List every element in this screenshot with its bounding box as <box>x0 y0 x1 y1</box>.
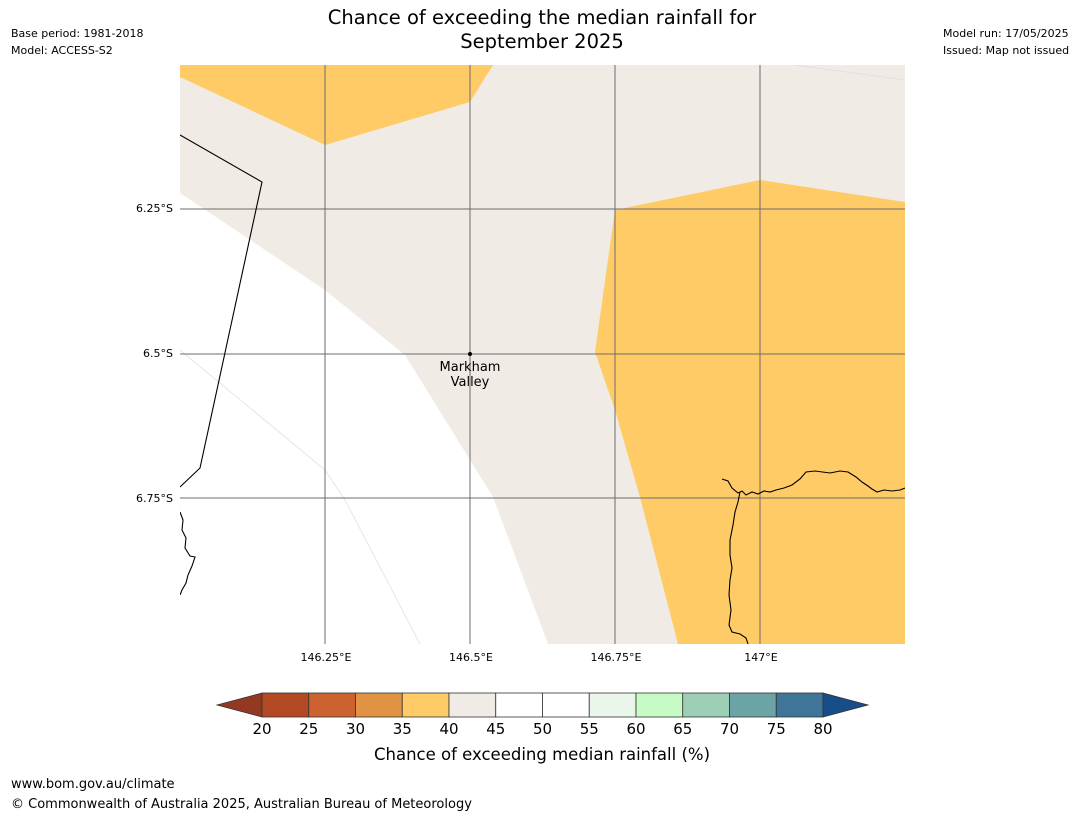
map-title-line-2: September 2025 <box>460 30 624 53</box>
colorbar-over-extension <box>822 692 870 718</box>
colorbar-tick-label: 35 <box>392 720 412 738</box>
colorbar-cell <box>308 692 356 718</box>
colorbar-cell <box>355 692 403 718</box>
boundary-line-south <box>180 511 196 596</box>
colorbar-tick-label: 20 <box>252 720 272 738</box>
colorbar-cell <box>401 692 450 718</box>
colorbar-cell <box>729 692 777 718</box>
lon-label: 146.25°E <box>300 651 352 664</box>
region-35-40-north <box>180 65 493 145</box>
footer-copyright: © Commonwealth of Australia 2025, Austra… <box>11 797 472 812</box>
region-35-40-east <box>595 180 905 644</box>
colorbar-tick-label: 75 <box>766 720 786 738</box>
lat-label: 6.25°S <box>136 202 173 215</box>
colorbar-cell <box>448 692 497 718</box>
metadata-right: Model run: 17/05/2025 Issued: Map not is… <box>943 25 1069 59</box>
lon-label: 146.75°E <box>590 651 642 664</box>
model-text: Model: ACCESS-S2 <box>11 44 113 57</box>
place-marker <box>468 352 472 356</box>
colorbar-tick-label: 65 <box>673 720 693 738</box>
footer: www.bom.gov.au/climate © Commonwealth of… <box>11 775 472 815</box>
colorbar-cells <box>261 692 824 718</box>
river-line <box>721 470 905 496</box>
map-title: Chance of exceeding the median rainfall … <box>242 6 842 54</box>
lon-label: 147°E <box>744 651 778 664</box>
lon-label: 146.5°E <box>449 651 493 664</box>
place-label: Markham Valley <box>420 360 520 390</box>
metadata-left: Base period: 1981-2018 Model: ACCESS-S2 <box>11 25 143 59</box>
colorbar-under-extension <box>215 692 263 718</box>
river-tributary <box>728 491 749 644</box>
lat-label: 6.5°S <box>143 347 173 360</box>
colorbar-cell <box>588 692 637 718</box>
contour-line <box>180 349 421 644</box>
contour-line <box>794 65 905 81</box>
colorbar <box>215 692 870 718</box>
colorbar-cell <box>261 692 310 718</box>
issued-text: Issued: Map not issued <box>943 44 1070 57</box>
graticule <box>180 65 905 644</box>
place-label-line-1: Markham <box>439 360 501 375</box>
colorbar-cell <box>542 692 590 718</box>
boundary-line <box>180 134 263 488</box>
footer-url: www.bom.gov.au/climate <box>11 777 175 792</box>
colorbar-cell <box>682 692 730 718</box>
colorbar-cell <box>635 692 684 718</box>
model-run-text: Model run: 17/05/2025 <box>943 27 1069 40</box>
colorbar-title: Chance of exceeding median rainfall (%) <box>373 745 711 764</box>
base-period-text: Base period: 1981-2018 <box>11 27 144 40</box>
colorbar-tick-label: 40 <box>439 720 459 738</box>
colorbar-tick-label: 55 <box>579 720 599 738</box>
colorbar-tick-label: 70 <box>719 720 740 738</box>
colorbar-cell <box>775 692 824 718</box>
colorbar-tick-label: 25 <box>299 720 319 738</box>
colorbar-tick-label: 50 <box>532 720 553 738</box>
place-label-line-2: Valley <box>450 375 490 390</box>
colorbar-tick-label: 45 <box>486 720 506 738</box>
colorbar-tick-label: 80 <box>813 720 833 738</box>
colorbar-tick-label: 30 <box>345 720 366 738</box>
colorbar-cell <box>495 692 543 718</box>
lat-label: 6.75°S <box>136 492 173 505</box>
map-title-line-1: Chance of exceeding the median rainfall … <box>327 6 757 29</box>
colorbar-tick-label: 60 <box>626 720 646 738</box>
